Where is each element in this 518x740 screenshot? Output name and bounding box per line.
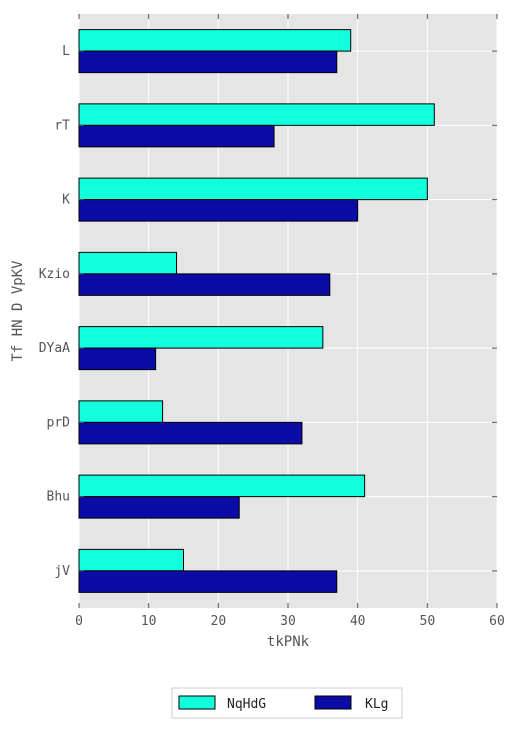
x-tick-label: 50 [420,614,436,629]
x-tick-label: 40 [350,614,366,629]
legend-swatch-nqhdg [178,695,216,710]
axis-ticks: 0 10 20 30 40 50 60 LrT K Kzio DYaA prD Bhu jV [39,14,505,629]
bar-klg-bhu [78,496,240,519]
bar-nqhdg-k [78,177,428,201]
bar-nqhdg-bhu [78,474,366,498]
bar-nqhdg-prd [78,400,164,423]
bar-nqhdg-rt [78,103,435,126]
legend-swatch-klg [314,695,352,710]
bar-klg-kzio [78,273,331,296]
x-axis-title: tkPNk [267,634,310,650]
bar-klg-k [78,199,359,222]
bar-klg-dyaa [78,347,157,371]
x-tick-label: 30 [280,614,296,629]
y-tick-label: prD [47,415,71,430]
y-tick-label: DYaA [39,341,70,356]
legend: NqHdG KLg [171,687,403,719]
bar-nqhdg-dyaa [78,326,324,349]
bar-klg-l [78,50,338,74]
x-tick-label: 10 [141,614,157,629]
legend-label-klg: KLg [365,697,388,712]
y-tick-label: L [62,44,70,59]
bar-nqhdg-kzio [78,251,178,275]
bar-nqhdg-jv [78,548,184,572]
y-tick-label: rT [54,118,70,133]
bar-nqhdg-l [78,29,352,52]
y-tick-label: K [62,193,70,208]
bars [78,29,435,593]
bar-klg-prd [78,421,303,445]
y-tick-label: Kzio [39,267,70,282]
x-tick-label: 60 [489,614,505,629]
legend-label-nqhdg: NqHdG [227,697,266,712]
y-tick-label: Bhu [47,490,70,505]
y-tick-label: jV [54,564,70,579]
x-tick-label: 0 [75,614,83,629]
bar-klg-rt [78,124,275,148]
x-tick-label: 20 [211,614,227,629]
y-axis-title: Tf HN D VpKV [10,260,26,362]
bar-klg-jv [78,570,338,593]
